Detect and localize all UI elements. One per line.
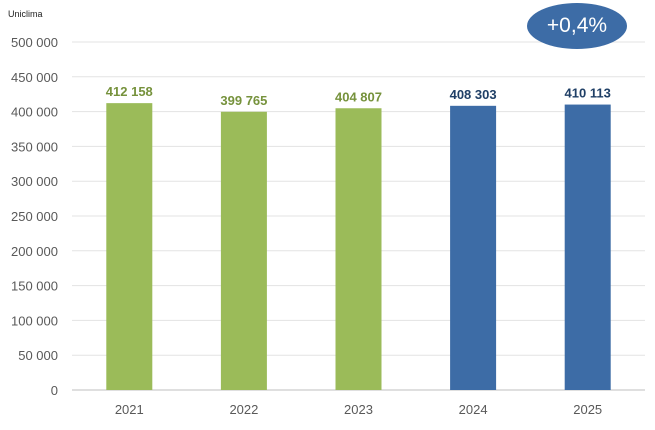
data-label: 408 303 (450, 87, 497, 102)
data-label: 412 158 (106, 84, 153, 99)
data-label: 399 765 (220, 93, 267, 108)
x-tick-label: 2021 (115, 402, 144, 417)
bar-2023 (335, 108, 382, 390)
source-label: Uniclima (8, 9, 43, 19)
y-tick-label: 100 000 (11, 313, 58, 328)
x-tick-label: 2023 (344, 402, 373, 417)
x-tick-label: 2024 (459, 402, 488, 417)
x-tick-label: 2022 (229, 402, 258, 417)
y-tick-label: 400 000 (11, 105, 58, 120)
y-tick-label: 0 (51, 383, 58, 398)
growth-badge: +0,4% (527, 3, 627, 49)
y-tick-label: 150 000 (11, 279, 58, 294)
data-label: 404 807 (335, 89, 382, 104)
y-tick-label: 250 000 (11, 209, 58, 224)
x-tick-label: 2025 (573, 402, 602, 417)
y-tick-label: 350 000 (11, 139, 58, 154)
bar-2022 (220, 111, 267, 391)
data-label: 410 113 (565, 86, 611, 101)
y-tick-label: 450 000 (11, 70, 58, 85)
y-tick-label: 300 000 (11, 174, 58, 189)
bar-2024 (450, 105, 497, 391)
y-tick-label: 500 000 (11, 35, 58, 50)
bar-2025 (564, 104, 611, 391)
y-tick-label: 50 000 (18, 348, 58, 363)
bar-2021 (106, 103, 153, 390)
y-tick-label: 200 000 (11, 244, 58, 259)
